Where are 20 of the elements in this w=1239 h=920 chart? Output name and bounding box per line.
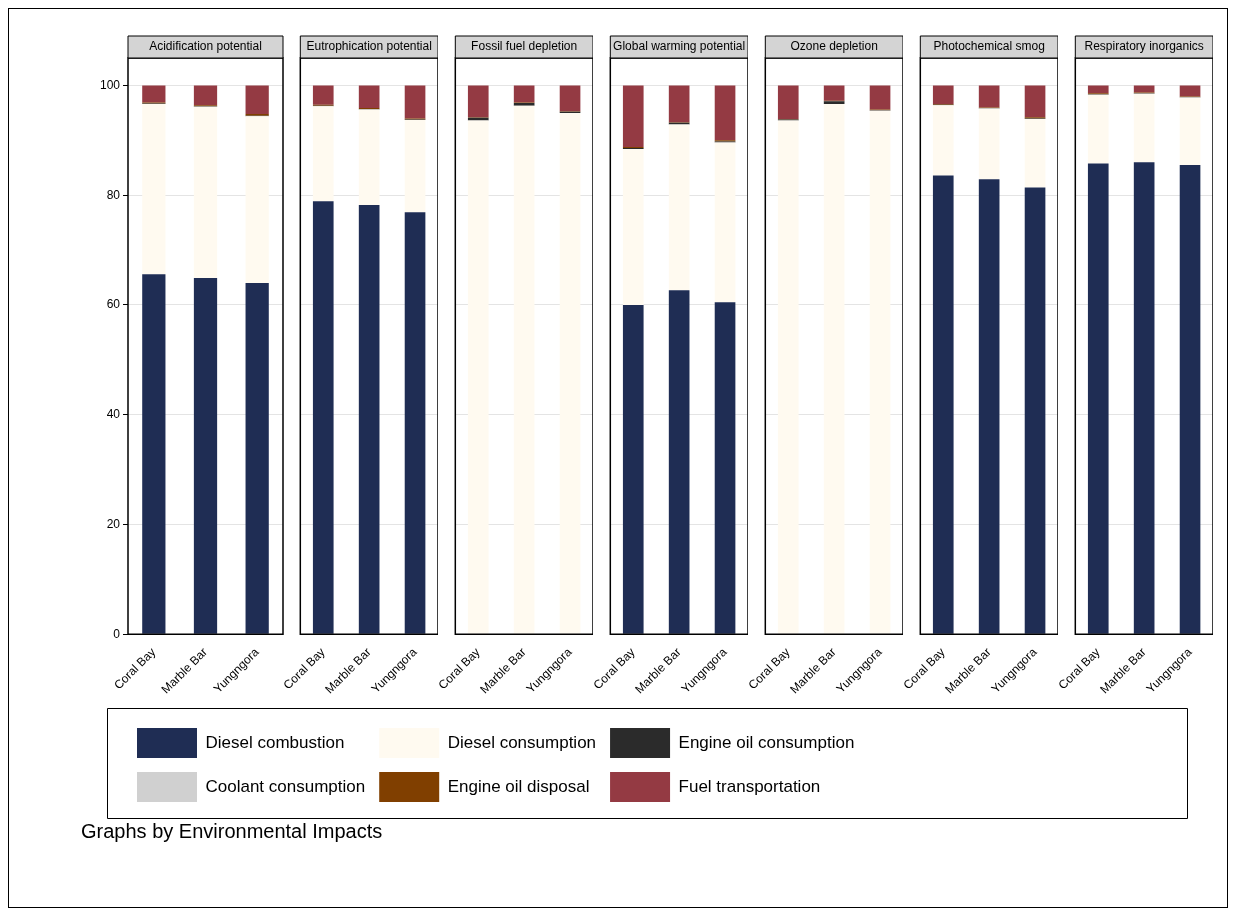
chart-title: Global warming potential [613,39,746,54]
y-tick-label: 100 [99,77,121,92]
y-tick-label: 20 [106,516,121,531]
y-tick-label: 80 [106,187,121,202]
legend-label: Engine oil disposal [447,776,590,796]
chart-title: Respiratory inorganics [1084,39,1204,54]
chart-title: Ozone depletion [790,39,878,54]
chart-title: Fossil fuel depletion [471,39,578,54]
legend-label: Engine oil consumption [678,732,855,752]
chart-title: Eutrophication potential [306,39,432,54]
text: Graphs by Environmental Impacts [81,820,384,843]
legend-label: Diesel combustion [205,732,345,752]
chart-title: Acidification potential [149,39,262,54]
y-tick-label: 40 [106,407,121,422]
legend-label: Coolant consumption [205,776,366,796]
chart-title: Photochemical smog [933,39,1045,54]
y-tick-label: 60 [106,297,121,312]
legend-label: Diesel consumption [447,732,597,752]
y-tick-label: 0 [113,626,121,641]
legend-label: Fuel transportation [678,776,821,796]
